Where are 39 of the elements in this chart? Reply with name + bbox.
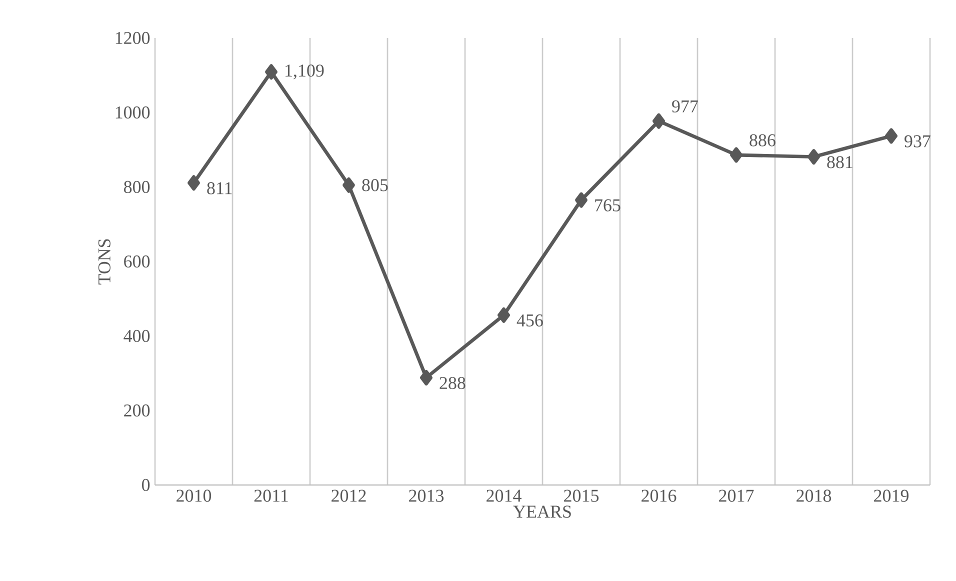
x-tick-label: 2017	[719, 490, 754, 502]
data-label: 937	[904, 135, 930, 148]
x-tick-label: 2011	[254, 490, 288, 502]
data-label: 881	[827, 156, 852, 168]
y-tick-label: 1000	[116, 106, 150, 119]
x-axis-title: YEARS	[513, 506, 571, 518]
data-label: 805	[362, 179, 388, 192]
point	[420, 370, 432, 386]
data-label: 886	[750, 134, 776, 146]
x-tick-label: 2013	[409, 490, 444, 502]
point	[188, 175, 200, 191]
point	[885, 128, 898, 144]
y-tick-label: 400	[124, 330, 150, 342]
y-tick-label: 800	[124, 180, 150, 194]
point	[730, 147, 742, 163]
point	[498, 307, 510, 323]
data-label: 1,109	[286, 64, 324, 80]
point	[342, 177, 355, 193]
x-tick-label: 2019	[874, 490, 909, 502]
y-axis-title: TONS	[98, 239, 110, 284]
x-tick-label: 2018	[796, 490, 832, 502]
x-tick-label: 2012	[332, 490, 366, 502]
x-tick-label: 2010	[176, 490, 212, 502]
point	[652, 113, 665, 129]
data-label: 456	[516, 314, 543, 326]
point	[265, 64, 278, 80]
point	[575, 192, 588, 208]
y-tick-label: 1200	[116, 32, 150, 44]
data-label: 765	[595, 199, 620, 212]
y-tick-label: 0	[142, 478, 150, 492]
point	[808, 149, 820, 165]
data-label: 288	[440, 376, 466, 390]
y-tick-label: 600	[124, 255, 150, 268]
x-tick-label: 2015	[564, 490, 599, 502]
x-tick-label: 2016	[642, 490, 676, 502]
x-tick-label: 2014	[486, 490, 522, 502]
data-label: 811	[207, 182, 232, 194]
data-label: 977	[672, 100, 698, 112]
y-tick-label: 200	[124, 404, 150, 417]
